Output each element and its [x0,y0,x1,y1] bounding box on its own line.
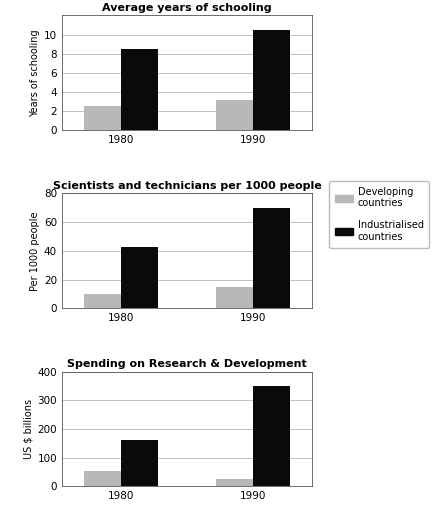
Bar [121,49,158,130]
Bar [216,287,253,308]
Bar [121,247,158,308]
Bar [84,471,121,486]
Y-axis label: Years of schooling: Years of schooling [30,29,40,117]
Title: Spending on Research & Development: Spending on Research & Development [67,359,307,369]
Title: Scientists and technicians per 1000 people: Scientists and technicians per 1000 peop… [53,181,321,191]
Bar [253,30,290,130]
Bar [121,440,158,486]
Y-axis label: US $ billions: US $ billions [23,399,33,459]
Title: Average years of schooling: Average years of schooling [102,3,272,13]
Bar [253,208,290,308]
Bar [84,294,121,308]
Y-axis label: Per 1000 people: Per 1000 people [30,211,40,291]
Legend: Developing
countries, Industrialised
countries: Developing countries, Industrialised cou… [329,181,429,248]
Bar [253,386,290,486]
Bar [216,100,253,130]
Bar [84,106,121,130]
Bar [216,479,253,486]
